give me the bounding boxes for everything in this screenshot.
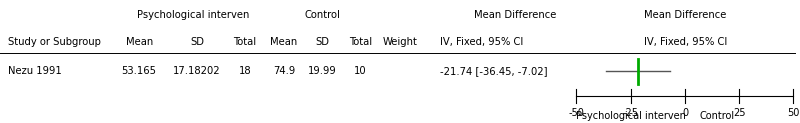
Text: IV, Fixed, 95% CI: IV, Fixed, 95% CI: [644, 37, 727, 47]
Text: SD: SD: [190, 37, 204, 47]
Text: 10: 10: [354, 66, 366, 76]
Text: -25: -25: [622, 108, 638, 118]
Text: Total: Total: [234, 37, 257, 47]
Text: 18: 18: [238, 66, 251, 76]
Text: IV, Fixed, 95% CI: IV, Fixed, 95% CI: [440, 37, 523, 47]
Text: Mean: Mean: [270, 37, 298, 47]
Text: -50: -50: [569, 108, 584, 118]
Text: Mean: Mean: [126, 37, 153, 47]
Text: Weight: Weight: [382, 37, 418, 47]
Text: -21.74 [-36.45, -7.02]: -21.74 [-36.45, -7.02]: [440, 66, 547, 76]
Text: 74.9: 74.9: [273, 66, 295, 76]
Text: 53.165: 53.165: [122, 66, 157, 76]
Text: 50: 50: [787, 108, 800, 118]
Text: Study or Subgroup: Study or Subgroup: [8, 37, 101, 47]
Text: 0: 0: [682, 108, 688, 118]
Text: 19.99: 19.99: [308, 66, 336, 76]
Text: 25: 25: [733, 108, 746, 118]
Text: Mean Difference: Mean Difference: [474, 10, 556, 20]
Text: Control: Control: [699, 111, 734, 121]
Text: Total: Total: [349, 37, 372, 47]
Text: 17.18202: 17.18202: [174, 66, 221, 76]
Text: Nezu 1991: Nezu 1991: [8, 66, 62, 76]
Text: SD: SD: [315, 37, 329, 47]
Text: Mean Difference: Mean Difference: [644, 10, 726, 20]
Text: Psychological interven: Psychological interven: [137, 10, 250, 20]
Text: Psychological interven: Psychological interven: [576, 111, 686, 121]
Text: Control: Control: [304, 10, 340, 20]
